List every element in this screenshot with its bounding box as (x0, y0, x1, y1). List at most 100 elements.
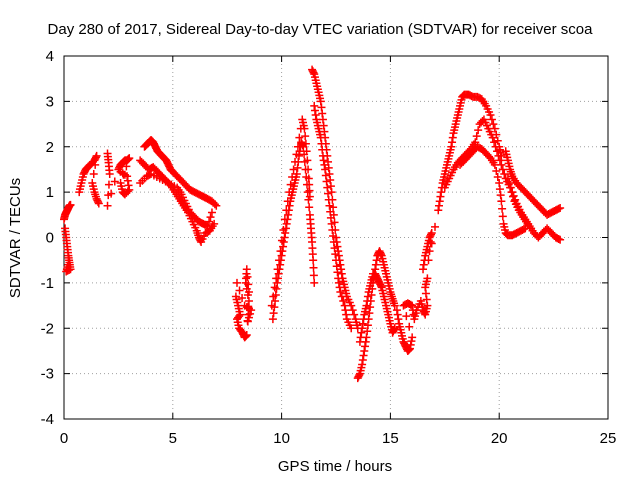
data-point (210, 219, 219, 228)
data-point (203, 222, 212, 231)
data-point (339, 297, 348, 306)
data-point (337, 292, 346, 301)
series-track-s (501, 147, 565, 219)
data-point (556, 235, 565, 244)
data-point (329, 203, 338, 212)
data-point (309, 256, 318, 265)
data-point (304, 165, 313, 174)
data-point (66, 200, 75, 209)
x-tick-label: 0 (60, 430, 68, 447)
data-point (509, 191, 518, 200)
y-axis-label: SDTVAR / TECUs (7, 178, 24, 298)
data-point (107, 189, 116, 198)
data-point (282, 206, 291, 215)
data-points (60, 65, 565, 383)
data-point (300, 124, 309, 133)
data-point (495, 156, 504, 165)
y-tick-label: 3 (46, 93, 54, 110)
data-point (498, 204, 507, 213)
data-point (305, 192, 314, 201)
series-track-a (60, 200, 75, 224)
data-point (206, 213, 215, 222)
data-point (246, 309, 255, 318)
data-point (104, 180, 113, 189)
data-point (276, 247, 285, 256)
data-point (408, 333, 417, 342)
data-point (426, 238, 435, 247)
data-point (288, 173, 297, 181)
data-point (427, 228, 436, 237)
data-point (492, 166, 501, 175)
data-point (350, 310, 359, 319)
data-point (92, 151, 101, 160)
data-point (310, 278, 319, 287)
data-point (336, 287, 345, 296)
data-point (390, 324, 399, 333)
x-tick-label: 25 (600, 430, 617, 447)
y-tick-label: -4 (41, 411, 54, 428)
data-point (105, 169, 114, 178)
data-point (424, 256, 433, 265)
data-point (244, 297, 253, 306)
data-point (493, 136, 502, 145)
data-point (243, 290, 252, 299)
data-point (94, 199, 103, 208)
data-point (242, 284, 251, 293)
series-track-e (140, 135, 221, 210)
data-point (110, 177, 119, 186)
data-point (116, 167, 125, 176)
data-point (486, 110, 495, 119)
data-point (240, 301, 249, 310)
y-tick-label: 0 (46, 230, 54, 247)
data-point (425, 247, 434, 256)
data-point (406, 300, 415, 309)
data-point (519, 225, 528, 234)
data-point (125, 154, 134, 163)
data-point (301, 132, 310, 141)
data-point (511, 195, 520, 204)
data-point (327, 188, 336, 197)
data-point (212, 201, 221, 210)
data-point (285, 188, 294, 197)
data-point (269, 292, 278, 301)
series-track-c (75, 151, 103, 208)
series-track-n (355, 269, 399, 346)
chart-title: Day 280 of 2017, Sidereal Day-to-day VTE… (48, 21, 594, 38)
series-track-b (61, 224, 75, 276)
data-point (491, 142, 500, 151)
series-track-r (456, 142, 530, 240)
x-tick-labels: 0 5 10 15 20 25 (60, 430, 617, 447)
data-point (293, 142, 302, 151)
data-point (474, 126, 483, 135)
y-tick-labels: -4 -3 -2 -1 0 1 2 3 4 (41, 48, 54, 428)
data-point (205, 217, 214, 226)
data-point (488, 133, 497, 142)
data-point (347, 324, 356, 333)
data-point (270, 283, 279, 292)
data-point (267, 301, 276, 310)
data-point (242, 331, 251, 340)
data-point (303, 188, 312, 197)
data-point (487, 115, 496, 124)
data-point (289, 165, 298, 174)
y-tick-label: 2 (46, 139, 54, 156)
data-point (89, 169, 98, 178)
series-track-o (392, 274, 432, 355)
data-point (494, 151, 503, 160)
data-point (275, 256, 284, 265)
x-axis-label: GPS time / hours (278, 458, 392, 475)
data-point (305, 203, 314, 212)
series-track-l (310, 101, 356, 333)
data-point (301, 139, 310, 148)
data-point (291, 157, 300, 166)
data-point (390, 301, 399, 310)
data-point (279, 225, 288, 234)
data-point (272, 274, 281, 283)
data-point (232, 278, 241, 287)
y-tick-label: 4 (46, 48, 54, 65)
series-track-t (503, 174, 565, 244)
data-point (286, 180, 295, 189)
data-point (508, 188, 517, 197)
